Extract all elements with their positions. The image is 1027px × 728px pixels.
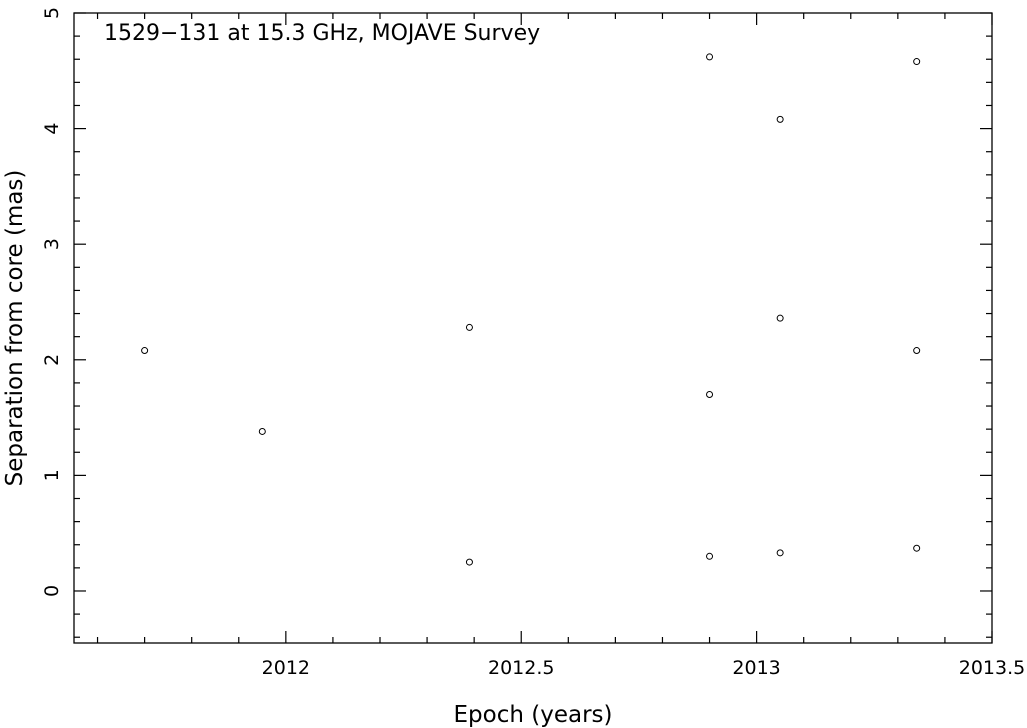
data-point — [141, 347, 149, 355]
data-point — [913, 58, 921, 66]
plot-frame — [73, 12, 993, 644]
data-point — [776, 115, 784, 123]
data-point — [706, 390, 714, 398]
x-tick-label: 2012 — [262, 657, 310, 679]
data-point — [706, 53, 714, 61]
x-tick-label: 2013.5 — [959, 657, 1025, 679]
axis-tick-labels: 2012 2012.5 2013 2013.5 0 1 2 3 4 5 — [41, 7, 1025, 679]
y-tick-label: 5 — [41, 7, 63, 19]
data-point — [465, 323, 473, 331]
data-point — [706, 552, 714, 560]
data-point — [776, 549, 784, 557]
chart-title: 1529−131 at 15.3 GHz, MOJAVE Survey — [104, 21, 540, 46]
y-tick-label: 3 — [41, 238, 63, 250]
y-tick-label: 4 — [41, 123, 63, 135]
data-point — [465, 558, 473, 566]
data-point — [913, 544, 921, 552]
data-point — [776, 314, 784, 322]
data-point — [913, 347, 921, 355]
x-axis-label: Epoch (years) — [454, 702, 613, 728]
data-point — [258, 427, 266, 435]
axis-ticks — [74, 12, 993, 643]
x-tick-label: 2012.5 — [488, 657, 554, 679]
data-points — [141, 53, 921, 566]
x-tick-label: 2013 — [732, 657, 780, 679]
y-tick-label: 1 — [41, 469, 63, 481]
y-tick-label: 2 — [41, 354, 63, 366]
y-tick-label: 0 — [41, 585, 63, 597]
y-axis-label: Separation from core (mas) — [2, 170, 28, 487]
